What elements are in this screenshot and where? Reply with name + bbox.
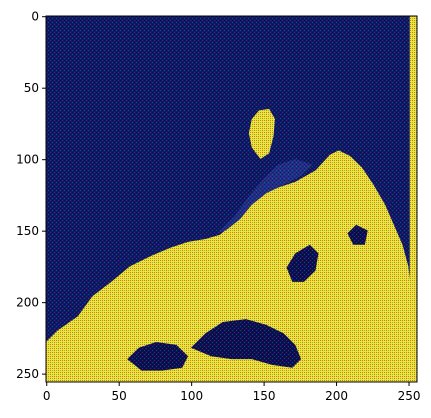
x-tick-label: 200 xyxy=(325,389,348,403)
y-tick-label: 200 xyxy=(16,296,39,310)
y-tick-label: 150 xyxy=(16,224,39,238)
x-tick-label: 100 xyxy=(180,389,203,403)
y-tick-label: 0 xyxy=(31,10,39,24)
x-tick-label: 0 xyxy=(43,389,51,403)
x-tick-label: 150 xyxy=(253,389,276,403)
y-tick-label: 100 xyxy=(16,153,39,167)
x-axis: 0 50 100 150 200 250 xyxy=(43,382,421,403)
x-tick-label: 50 xyxy=(112,389,127,403)
y-axis: 0 50 100 150 200 250 xyxy=(16,10,46,381)
dither-overlay xyxy=(46,16,417,382)
axes-frame xyxy=(45,15,418,383)
x-tick-label: 250 xyxy=(398,389,421,403)
y-tick-label: 250 xyxy=(16,367,39,381)
y-tick-label: 50 xyxy=(24,81,39,95)
